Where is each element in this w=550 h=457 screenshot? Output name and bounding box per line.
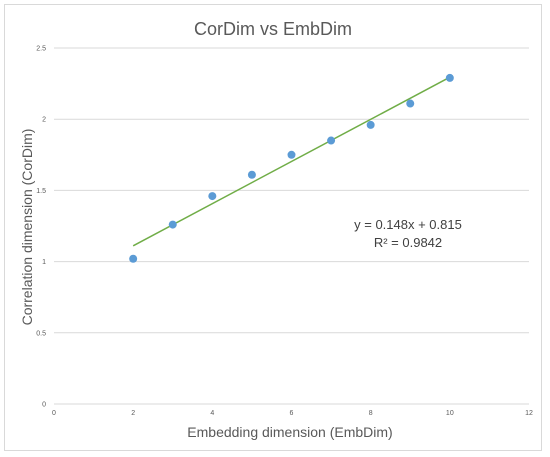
x-tick-label: 12	[525, 410, 533, 417]
y-tick-label: 0.5	[36, 330, 46, 337]
data-point	[406, 99, 415, 108]
data-point	[327, 136, 336, 145]
chart-title: CorDim vs EmbDim	[194, 19, 352, 39]
y-tick-label: 2	[42, 117, 46, 124]
x-tick-label: 10	[446, 410, 454, 417]
y-tick-label: 2.5	[36, 46, 46, 53]
data-point	[129, 254, 138, 263]
data-point	[247, 170, 256, 179]
x-tick-label: 4	[210, 410, 214, 417]
data-points	[129, 73, 454, 263]
y-axis-label: Correlation dimension (CorDim)	[19, 129, 35, 326]
x-axis-label: Embedding dimension (EmbDim)	[187, 424, 392, 440]
data-point	[287, 150, 296, 159]
tick-labels: 0 0.5 1 1.5 2 2.5 0 2 4 6 8 10 12	[36, 46, 533, 418]
data-point	[445, 73, 454, 82]
trendline-equation: y = 0.148x + 0.815	[354, 217, 462, 232]
y-tick-label: 1.5	[36, 188, 46, 195]
x-tick-label: 0	[52, 410, 56, 417]
x-tick-label: 2	[131, 410, 135, 417]
x-tick-label: 8	[369, 410, 373, 417]
x-tick-label: 6	[290, 410, 294, 417]
data-point	[168, 220, 177, 229]
data-point	[208, 192, 217, 201]
r-squared-label: R² = 0.9842	[374, 235, 442, 250]
data-point	[366, 120, 375, 129]
y-tick-label: 1	[42, 259, 46, 266]
y-tick-label: 0	[42, 402, 46, 409]
trendline	[132, 76, 451, 247]
